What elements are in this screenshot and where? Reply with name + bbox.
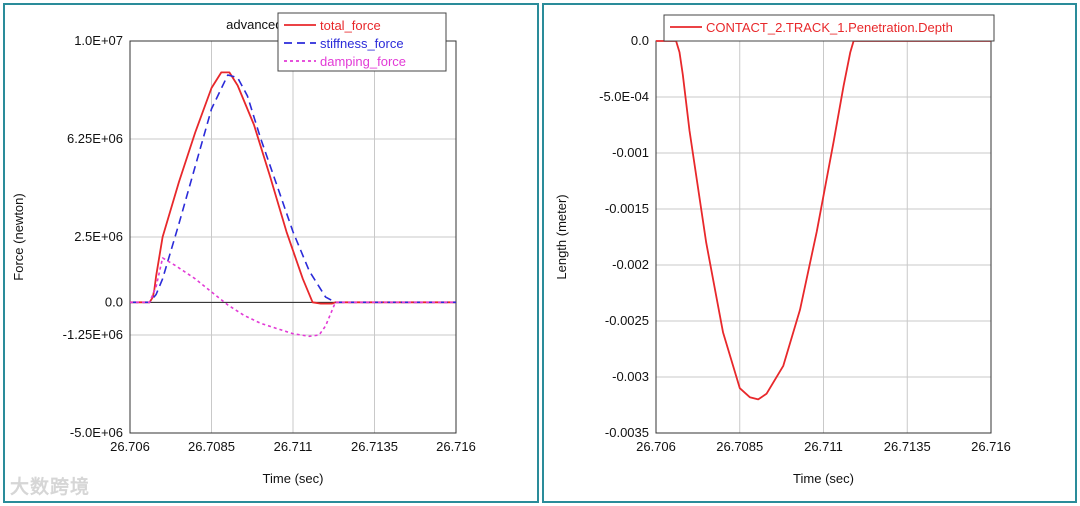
x-tick-label: 26.7135 [884,439,931,454]
penetration-chart: 26.706 26.7085 26.711 26.7135 26.716 0.0 -5.0E… [554,14,1011,486]
y-tick-label: -0.002 [612,257,649,272]
x-tick-label: 26.7085 [716,439,763,454]
y-tick-label: -0.0025 [605,313,649,328]
series-line-stiffness-force [130,74,456,304]
y-tick-label: 0.0 [631,33,649,48]
x-tick-label: 26.711 [274,439,313,454]
x-axis-title: Time (sec) [793,471,854,486]
left-chart-panel: 26.706 26.7085 26.711 26.7135 26.716 1.0E+07 6… [3,3,539,503]
legend-label: CONTACT_2.TRACK_1.Penetration.Depth [706,20,953,35]
x-tick-label: 26.716 [971,439,1011,454]
y-axis-title: Force (newton) [11,193,26,280]
legend-label: stiffness_force [320,36,404,51]
x-tick-label: 26.706 [110,439,150,454]
x-tick-label: 26.711 [804,439,843,454]
y-tick-label: -0.003 [612,369,649,384]
watermark-logo: 大数跨境 [10,476,91,498]
y-tick-label: 0.0 [105,294,123,309]
legend-label: total_force [320,18,381,33]
x-tick-label: 26.706 [636,439,676,454]
series-line-contact-2-track-1-penetration-depth [656,40,991,401]
legend-label: damping_force [320,54,406,69]
y-tick-label: 1.0E+07 [74,33,123,48]
x-tick-label: 26.716 [436,439,476,454]
y-axis-title: Length (meter) [554,194,569,279]
x-tick-label: 26.7085 [188,439,235,454]
x-axis-title: Time (sec) [263,471,324,486]
y-tick-label: 2.5E+06 [74,229,123,244]
y-tick-label: -5.0E+06 [70,425,123,440]
y-tick-label: -0.0035 [605,425,649,440]
series-line-damping-force [130,257,456,338]
y-tick-label: 6.25E+06 [67,131,123,146]
force-chart: 26.706 26.7085 26.711 26.7135 26.716 1.0E+07 6… [11,12,476,486]
legend-box [663,14,995,42]
y-tick-label: -1.25E+06 [63,327,123,342]
series-line-total-force [130,71,456,305]
y-tick-label: -0.0015 [605,201,649,216]
right-chart-panel: 26.706 26.7085 26.711 26.7135 26.716 0.0 -5.0E… [542,3,1077,503]
y-tick-label: -0.001 [612,145,649,160]
legend-box [277,12,447,72]
y-tick-label: -5.0E-04 [599,89,649,104]
x-tick-label: 26.7135 [351,439,398,454]
